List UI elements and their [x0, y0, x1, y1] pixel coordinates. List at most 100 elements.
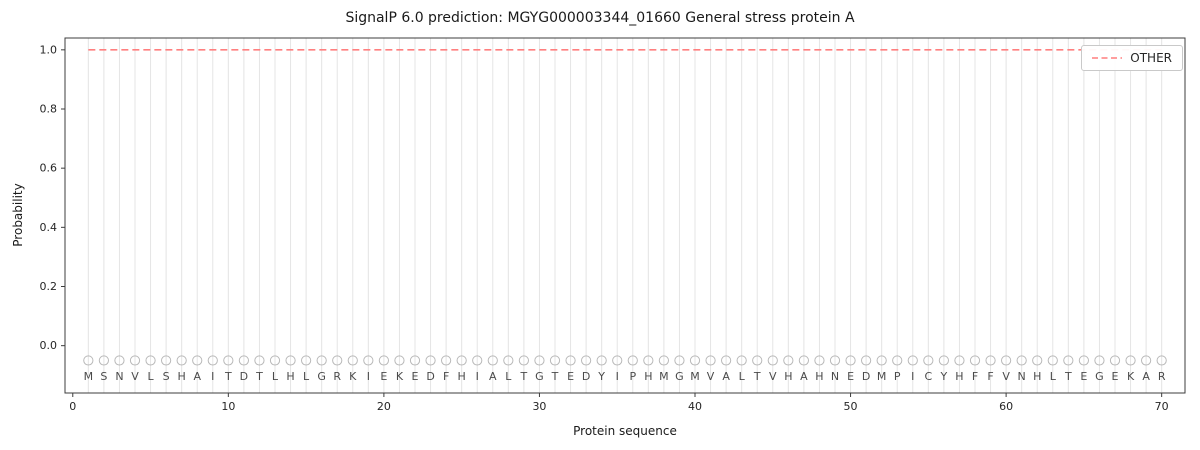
residue-marker-circle [83, 355, 94, 366]
residue-letter: L [739, 370, 746, 383]
residue-marker-circle [689, 355, 701, 366]
residue-letter: M [84, 370, 94, 383]
residue-marker-circle [1032, 355, 1043, 366]
x-tick-label: 30 [532, 400, 546, 413]
residue-letter: E [1112, 370, 1119, 383]
residue-letter: T [224, 370, 232, 383]
residue-marker-circle [238, 355, 249, 366]
residue-letter: F [972, 370, 978, 383]
residue-marker-circle [98, 355, 109, 366]
residue-letter: G [1095, 370, 1104, 383]
residue-letter: D [862, 370, 870, 383]
residue-letter: H [178, 370, 186, 383]
y-tick-label: 0.8 [40, 103, 58, 116]
residue-marker-circle [829, 355, 841, 366]
residue-letter: V [1002, 370, 1010, 383]
residue-letter: M [659, 370, 669, 383]
residue-marker-circle [627, 355, 638, 366]
residue-marker-circle [487, 355, 498, 366]
residue-letter: T [753, 370, 761, 383]
residue-marker-circle [954, 355, 965, 366]
residue-marker-circle [301, 355, 312, 366]
residue-marker-circle [316, 355, 327, 366]
residue-letter: T [1064, 370, 1072, 383]
x-tick-label: 60 [999, 400, 1013, 413]
residue-letter: A [722, 370, 730, 383]
residue-letter: L [147, 370, 154, 383]
residue-letter: I [616, 370, 619, 383]
residue-marker-circle [409, 355, 421, 366]
tick-labels: 0 10 20 30 40 50 60 70 0.0 0.2 0.4 0.6 0.8 1.0 [40, 43, 1169, 413]
x-tick-label: 40 [688, 400, 702, 413]
residue-letter: E [847, 370, 854, 383]
residue-letter: Y [597, 370, 605, 383]
residue-marker-circle [907, 355, 918, 366]
residue-letter: N [1018, 370, 1026, 383]
residue-marker-circle [114, 355, 125, 366]
residue-marker-circle [472, 355, 483, 366]
residue-letter: V [131, 370, 139, 383]
legend-label-other: OTHER [1130, 51, 1172, 65]
residue-letter: P [629, 370, 636, 383]
residue-marker-circle [1094, 355, 1105, 366]
residue-marker-circle [145, 355, 156, 366]
residue-letter: V [769, 370, 777, 383]
residue-letter: L [303, 370, 310, 383]
residue-letter: I [476, 370, 479, 383]
residue-marker-circle [783, 355, 794, 366]
residue-letter: H [286, 370, 294, 383]
y-tick-label: 0.0 [40, 339, 58, 352]
residue-marker-circle [643, 355, 654, 366]
residue-marker-circle [176, 355, 187, 366]
residue-marker-circle [1125, 355, 1136, 366]
x-axis-label: Protein sequence [573, 424, 677, 438]
residue-letter: A [800, 370, 808, 383]
residue-marker-circle [892, 355, 903, 366]
residue-marker-circle [363, 355, 374, 366]
residue-marker-circle [969, 355, 981, 366]
residue-marker-circle [1047, 355, 1058, 366]
residue-marker-circle [612, 355, 623, 366]
residue-marker-circle [441, 355, 452, 366]
residue-marker-circle [332, 355, 343, 366]
residue-letter: F [443, 370, 449, 383]
gridlines [87, 38, 1163, 393]
residue-marker-circle [534, 355, 545, 366]
residue-markers [83, 355, 1167, 366]
residue-marker-circle [814, 355, 825, 366]
residue-letter: V [707, 370, 715, 383]
axes-frame [64, 37, 1186, 394]
residue-marker-circle [861, 355, 872, 366]
residue-letter: N [115, 370, 123, 383]
residue-marker-circle [674, 355, 685, 366]
residue-letter: M [690, 370, 700, 383]
residue-letter: G [675, 370, 684, 383]
residue-letter: E [412, 370, 419, 383]
residue-marker-circle [1063, 355, 1074, 366]
residue-marker-circle [767, 355, 778, 366]
residue-marker-circle [503, 355, 514, 366]
residue-marker-circle [394, 355, 405, 366]
residue-marker-circle [752, 355, 763, 366]
residue-marker-circle [425, 355, 436, 366]
residue-letter: E [1080, 370, 1087, 383]
residue-marker-circle [1141, 355, 1152, 366]
residue-letter: R [1158, 370, 1166, 383]
residue-letter: P [894, 370, 901, 383]
residue-marker-circle [705, 355, 716, 366]
residue-marker-circle [1001, 355, 1012, 366]
x-tick-label: 10 [221, 400, 235, 413]
residue-marker-circle [985, 355, 996, 366]
legend: OTHER [1081, 45, 1183, 71]
residue-letter: D [582, 370, 590, 383]
residue-marker-circle [518, 355, 529, 366]
residue-letter: A [489, 370, 497, 383]
residue-marker-circle [1016, 355, 1027, 366]
residue-marker-circle [129, 355, 141, 366]
residue-letter: G [535, 370, 544, 383]
residue-letter: T [520, 370, 528, 383]
residue-letter: D [426, 370, 434, 383]
residue-letter: K [1127, 370, 1135, 383]
